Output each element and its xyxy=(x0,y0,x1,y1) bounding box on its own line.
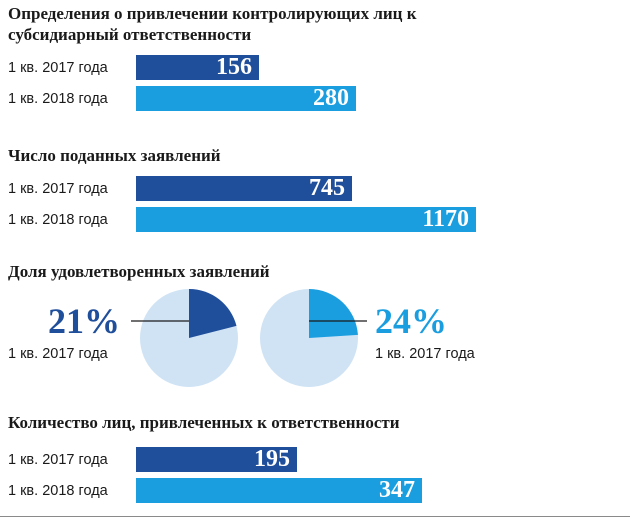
chart-title-decisions: Определения о привлечении контролирующих… xyxy=(8,4,417,44)
pie-percent-2017: 21% xyxy=(48,301,120,341)
row-label-decisions-2017: 1 кв. 2017 года xyxy=(8,60,108,76)
chart-title-persons-liable: Количество лиц, привлеченных к ответстве… xyxy=(8,413,400,432)
bar-value-persons-2018: 347 xyxy=(379,477,415,503)
bar-decisions-2018: 280 xyxy=(136,86,356,111)
row-label-persons-2017: 1 кв. 2017 года xyxy=(8,452,108,468)
chart-title-applications: Число поданных заявлений xyxy=(8,146,221,165)
bar-value-decisions-2017: 156 xyxy=(216,54,252,80)
row-label-applications-2018: 1 кв. 2018 года xyxy=(8,212,108,228)
bar-persons-2018: 347 xyxy=(136,478,422,503)
pie-label-2018: 1 кв. 2017 года xyxy=(375,346,475,362)
bar-decisions-2017: 156 xyxy=(136,55,259,80)
bar-applications-2018: 1170 xyxy=(136,207,476,232)
pie-label-2017: 1 кв. 2017 года xyxy=(8,346,108,362)
pie-chart-2017 xyxy=(131,289,238,387)
pie-percent-2018: 24% xyxy=(375,301,447,341)
bottom-divider xyxy=(0,516,630,517)
row-label-persons-2018: 1 кв. 2018 года xyxy=(8,483,108,499)
bar-value-decisions-2018: 280 xyxy=(313,85,349,111)
bar-persons-2017: 195 xyxy=(136,447,297,472)
row-label-decisions-2018: 1 кв. 2018 года xyxy=(8,91,108,107)
row-label-applications-2017: 1 кв. 2017 года xyxy=(8,181,108,197)
bar-applications-2017: 745 xyxy=(136,176,352,201)
bar-value-persons-2017: 195 xyxy=(254,446,290,472)
bar-value-applications-2018: 1170 xyxy=(422,206,469,232)
bar-value-applications-2017: 745 xyxy=(309,175,345,201)
pie-2017-slice xyxy=(189,289,237,338)
pie-2018-slice xyxy=(309,289,358,338)
pie-chart-2018 xyxy=(260,289,367,387)
chart-title-satisfied-share: Доля удовлетворенных заявлений xyxy=(8,262,270,281)
